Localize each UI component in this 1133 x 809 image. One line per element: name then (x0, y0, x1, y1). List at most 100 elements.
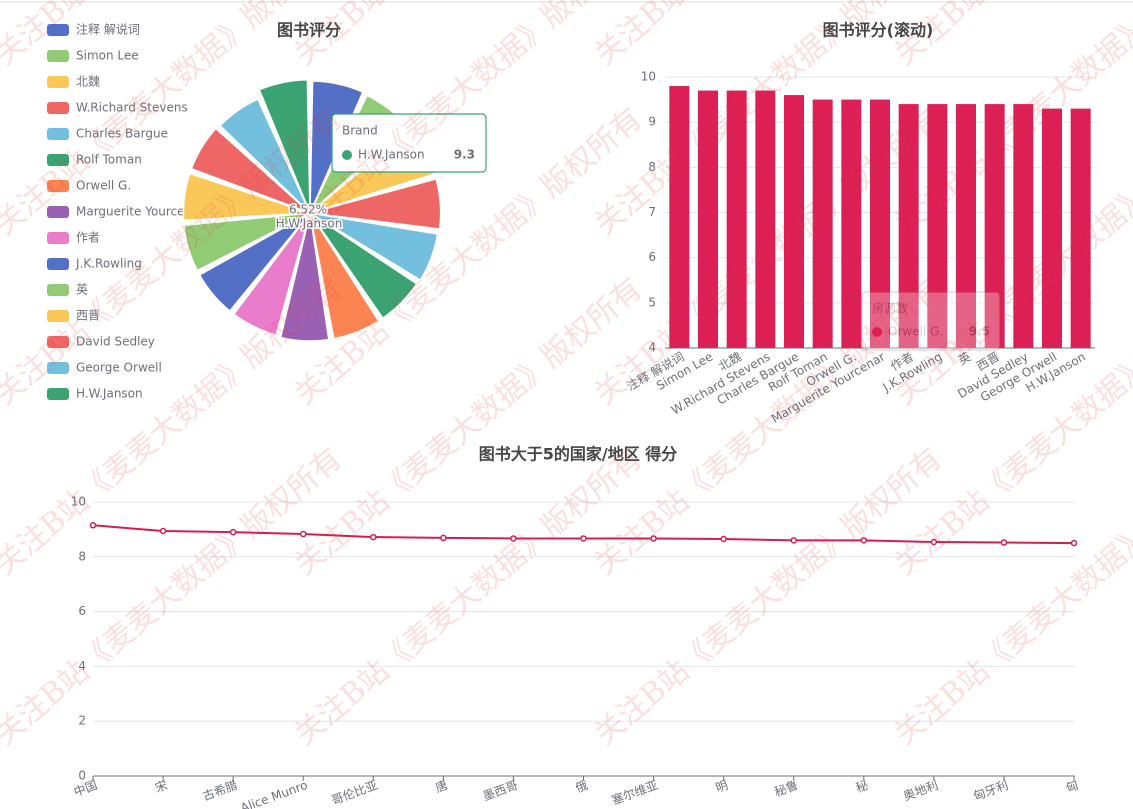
point (440, 534, 447, 542)
y-tick-label: 10 (641, 70, 656, 84)
legend-swatch (47, 76, 69, 88)
chart-title: 图书评分(滚动) (823, 21, 934, 40)
legend-label: George Orwell (76, 361, 162, 375)
legend-swatch (47, 102, 69, 114)
legend-label: 注释 解说词 (76, 22, 140, 37)
tooltip-dot (872, 327, 882, 337)
rose-slice (279, 218, 330, 342)
point (720, 535, 727, 543)
y-tick-label: 2 (78, 714, 86, 728)
legend-label: Marguerite Yourcenar (76, 205, 204, 219)
rose-slice (310, 217, 380, 340)
x-tick-label: 宋 (153, 777, 169, 795)
point (89, 522, 97, 529)
bar (956, 104, 976, 348)
point (930, 538, 938, 546)
legend-swatch (47, 180, 69, 192)
bar (1013, 104, 1034, 348)
y-tick-label: 10 (71, 495, 86, 509)
legend-label: Simon Lee (76, 49, 139, 63)
point (229, 528, 237, 536)
y-tick-label: 8 (648, 160, 656, 174)
tooltip-box (331, 113, 487, 173)
legend-swatch (47, 258, 69, 270)
y-tick-label: 6 (648, 250, 656, 264)
rose-slice (315, 177, 442, 230)
tooltip-value: 9.5 (969, 325, 990, 339)
rose-slice (219, 98, 309, 210)
x-tick-label: 古希腊 (200, 777, 239, 803)
legend-label: 英 (76, 283, 88, 297)
point (370, 533, 377, 541)
x-tick-label: 中国 (72, 777, 100, 799)
point (580, 535, 587, 542)
legend-label: David Sedley (76, 335, 155, 349)
rose-slice (232, 216, 310, 336)
tooltip-value: 9.3 (454, 148, 475, 162)
bar (812, 99, 833, 348)
legend-swatch (47, 128, 69, 140)
tooltip-name: Orwell G. (888, 325, 943, 339)
point (1000, 539, 1008, 546)
y-tick-label: 4 (648, 341, 656, 355)
bar (1042, 108, 1062, 348)
legend-label: 北魏 (76, 74, 100, 89)
bar (698, 90, 718, 349)
legend-swatch (47, 50, 69, 62)
bar (841, 99, 862, 348)
x-tick-label: 匈 (1064, 778, 1080, 795)
tooltip-title: Brand (342, 124, 378, 138)
bar (927, 104, 948, 348)
bar (1070, 108, 1091, 348)
point (650, 535, 657, 542)
tooltip-dot (342, 150, 352, 160)
rose-slice (314, 213, 439, 282)
rose-slice (312, 215, 418, 320)
x-tick-label: 墨西哥 (481, 778, 520, 803)
legend-swatch (47, 232, 69, 244)
legend-swatch (47, 336, 69, 348)
chart-title: 图书大于5的国家/地区 得分 (479, 445, 678, 464)
rose-slice (182, 172, 306, 222)
legend-label: H.W.Janson (76, 387, 143, 401)
legend-swatch (47, 388, 69, 400)
legend-label: Orwell G. (76, 179, 131, 193)
rose-slice (183, 212, 306, 272)
legend-swatch (47, 310, 69, 322)
legend-label: 西晋 (76, 309, 100, 323)
legend-swatch (47, 24, 69, 36)
y-tick-label: 5 (648, 295, 656, 309)
tooltip-title: 房源数 (872, 301, 908, 316)
legend-label: 作者 (76, 231, 100, 245)
point (790, 537, 797, 544)
point (510, 535, 517, 542)
watermark: 关注B站《麦麦大数据》版权所有 (588, 441, 949, 752)
watermark: 关注B站《麦麦大数据》版权所有 (288, 0, 649, 72)
bar (669, 86, 690, 349)
x-tick-label: 塞尔维亚 (610, 777, 660, 808)
y-tick-label: 0 (78, 769, 86, 783)
x-tick-label: 明 (714, 778, 730, 795)
chart-title: 图书评分 (277, 21, 341, 40)
rose-slice (198, 214, 308, 313)
point (860, 537, 868, 544)
bar (755, 90, 776, 349)
x-tick-label: 匈牙利 (972, 778, 1011, 803)
y-tick-label: 8 (78, 549, 86, 563)
legend-label: Rolf Toman (76, 153, 142, 167)
x-tick-label: 秘 (854, 778, 870, 795)
x-tick-label: 奥地利 (901, 778, 940, 803)
tooltip-box (861, 291, 1001, 351)
tooltip-ghost: 房源数 Orwell G. 9.5 (861, 291, 1001, 351)
legend-swatch (47, 154, 69, 166)
legend-label: W.Richard Stevens (76, 101, 188, 115)
bar (898, 104, 919, 348)
y-tick-label: 6 (78, 604, 86, 618)
x-tick-label: 俄 (574, 778, 590, 795)
watermark: 关注B站《麦麦大数据》版权所有 (288, 441, 649, 752)
rose-slice (258, 78, 311, 209)
legend-swatch (47, 362, 69, 374)
y-tick-label: 9 (648, 115, 656, 129)
legend-label: Charles Bargue (76, 127, 168, 141)
